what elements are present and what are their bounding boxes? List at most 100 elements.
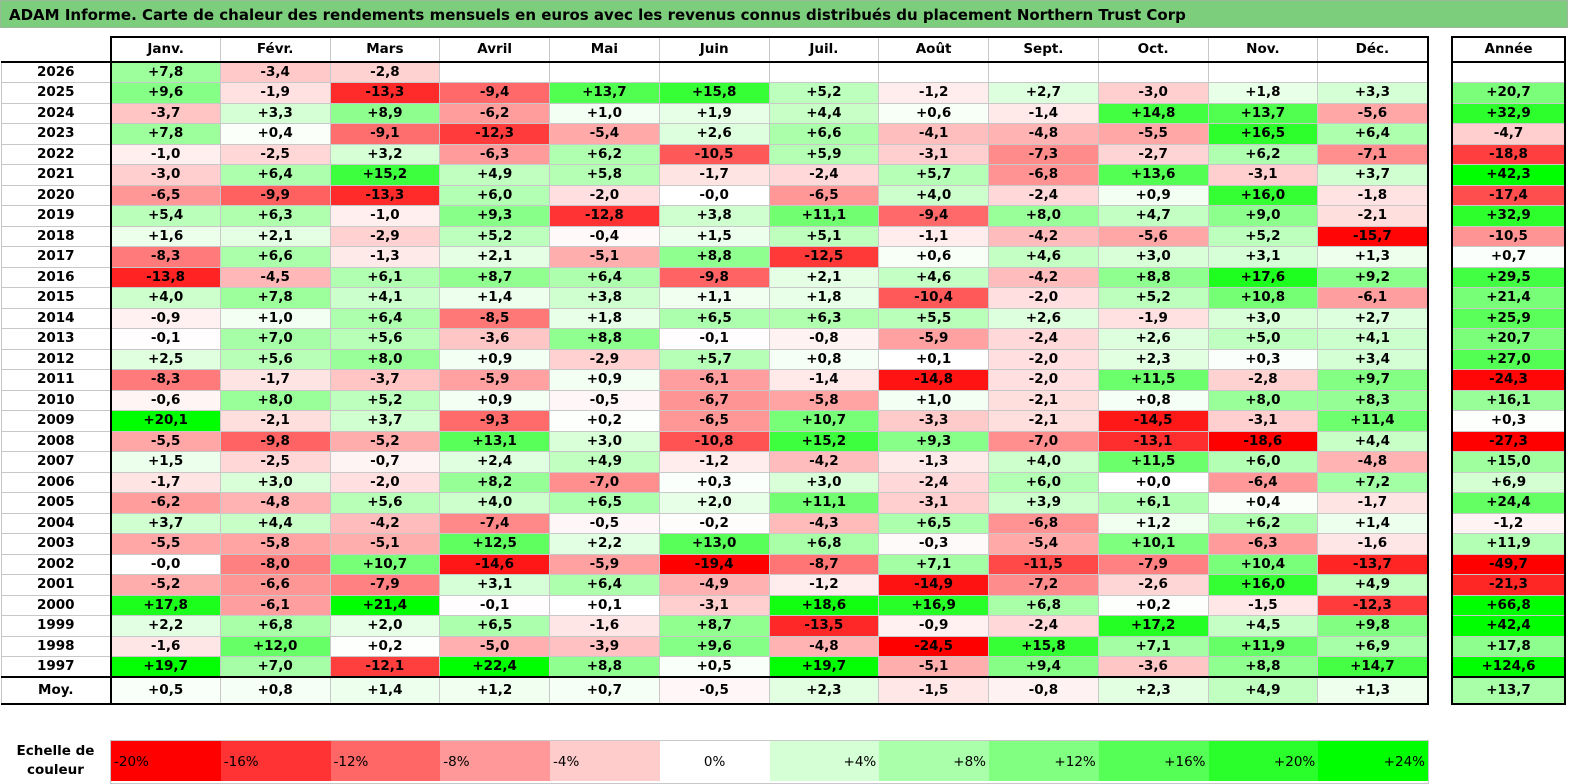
heatmap-cell: -4,2 [329,512,441,534]
heatmap-cell: +0,3 [658,471,770,493]
heatmap-cell: +19,7 [768,656,880,678]
annual-total-cell: +32,9 [1451,205,1566,227]
heatmap-cell: +6,1 [329,266,441,288]
heatmap-cell: +6,0 [988,471,1099,493]
average-cell: +2,3 [1097,676,1209,705]
heatmap-cell: +11,5 [1097,451,1209,473]
heatmap-cell: -9,4 [439,82,550,104]
average-cell: +0,5 [109,676,221,705]
heatmap-cell: +18,6 [768,594,880,616]
color-scale-swatch: +4% [769,741,880,781]
heatmap-cell: -2,5 [219,451,331,473]
corner-cell [1,37,111,63]
heatmap-cell: -1,7 [1317,492,1429,514]
heatmap-cell: -2,4 [988,615,1099,637]
heatmap-cell: +5,9 [768,143,880,165]
annual-total-cell: -4,7 [1451,123,1566,145]
average-cell: -0,8 [988,676,1099,705]
heatmap-cell: -1,4 [768,369,880,391]
heatmap-cell [878,61,989,83]
heatmap-cell: +13,0 [658,533,770,555]
year-header-row: Année [1451,36,1566,63]
annual-row: -10,5 [1451,225,1566,247]
heatmap-cell: +5,6 [329,492,441,514]
heatmap-cell: -4,1 [878,123,989,145]
heatmap-cell: +6,2 [1207,512,1319,534]
heatmap-cell: -7,4 [439,512,550,534]
heatmap-cell: +2,1 [439,246,550,268]
heatmap-cell: +8,3 [1317,389,1429,411]
heatmap-cell: -1,2 [768,574,880,596]
heatmap-cell: -0,1 [109,328,221,350]
year-label: 2020 [1,184,111,206]
heatmap-cell: -0,7 [329,451,441,473]
heatmap-cell: +4,9 [439,164,550,186]
heatmap-cell: -3,1 [658,594,770,616]
heatmap-cell: +2,6 [988,307,1099,329]
annual-total-cell: +20,7 [1451,328,1566,350]
annual-total-cell: +32,9 [1451,102,1566,124]
annual-row: +124,6 [1451,656,1566,678]
heatmap-cell: -13,1 [1097,430,1209,452]
heatmap-cell: -5,6 [1317,102,1429,124]
annual-row: +0,3 [1451,410,1566,432]
heatmap-cell: +0,3 [1207,348,1319,370]
heatmap-cell: +1,5 [109,451,221,473]
annual-row: +32,9 [1451,102,1566,124]
year-row: 2003 -5,5 -5,8 -5,1 +12,5 +2,2 +13,0 +6,8 -0,3 -5… [1,533,1429,555]
heatmap-cell: +3,7 [109,512,221,534]
heatmap-cell: +3,3 [219,102,331,124]
heatmap-cell: +6,5 [878,512,989,534]
heatmap-cell: -8,5 [439,307,550,329]
heatmap-cell: -8,7 [768,553,880,575]
heatmap-cell: +6,6 [219,246,331,268]
year-label: 2014 [1,307,111,329]
heatmap-cell: +3,3 [1317,82,1429,104]
month-header: Sept. [988,36,1099,63]
year-label: 2024 [1,102,111,124]
heatmap-cell: -2,1 [1317,205,1429,227]
year-row: 2017 -8,3 +6,6 -1,3 +2,1 -5,1 +8,8 -12,5 +0,6 +4,… [1,246,1429,268]
heatmap-cell: +4,0 [878,184,989,206]
heatmap-cell: -1,2 [878,82,989,104]
heatmap-cell: -6,1 [1317,287,1429,309]
heatmap-cell: -0,5 [549,389,660,411]
heatmap-cell: -9,8 [219,430,331,452]
year-row: 2002 -0,0 -8,0 +10,7 -14,6 -5,9 -19,4 -8,7 +7,1-… [1,553,1429,575]
heatmap-cell: -5,9 [878,328,989,350]
heatmap-cell: +9,3 [878,430,989,452]
heatmap-cell: +5,0 [1207,328,1319,350]
heatmap-cell: +6,6 [768,123,880,145]
year-label: 2001 [1,574,111,596]
heatmap-cell: -10,4 [878,287,989,309]
heatmap-cell: +4,9 [549,451,660,473]
year-label: 2016 [1,266,111,288]
heatmap-cell: +6,4 [549,574,660,596]
heatmap-cell: +21,4 [329,594,441,616]
heatmap-cell: +2,0 [658,492,770,514]
heatmap-cell: +14,8 [1097,102,1209,124]
heatmap-cell: -2,0 [549,184,660,206]
annual-row: +20,7 [1451,82,1566,104]
month-header: Août [878,36,989,63]
heatmap-cell: -8,0 [219,553,331,575]
year-label: 1999 [1,615,111,637]
heatmap-cell: -6,4 [1207,471,1319,493]
year-label: 2026 [1,61,111,83]
year-label: 2006 [1,471,111,493]
heatmap-cell: +0,9 [439,389,550,411]
heatmap-cell: -7,0 [988,430,1099,452]
annual-row: +66,8 [1451,594,1566,616]
heatmap-cell: -4,2 [988,225,1099,247]
heatmap-cell: -5,1 [549,246,660,268]
heatmap-cell: -6,8 [988,164,1099,186]
heatmap-cell: -3,7 [329,369,441,391]
heatmap-cell: +1,0 [549,102,660,124]
heatmap-cell: +4,9 [1317,574,1429,596]
heatmap-cell: -6,2 [109,492,221,514]
heatmap-cell: -6,1 [219,594,331,616]
annual-header: Année [1451,36,1566,63]
heatmap-cell: +6,5 [439,615,550,637]
heatmap-cell: -2,9 [329,225,441,247]
month-header: Juin [658,36,770,63]
